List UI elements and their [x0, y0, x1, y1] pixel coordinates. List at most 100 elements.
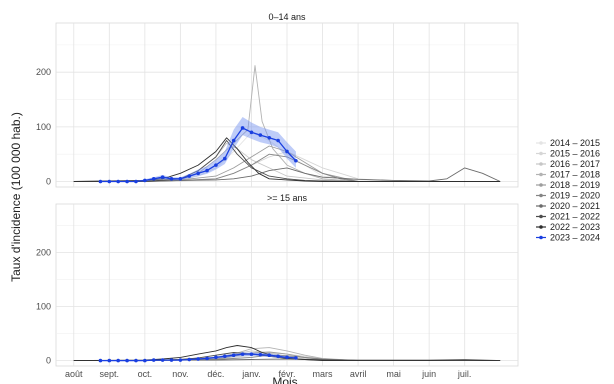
x-tick-label: déc.	[207, 369, 224, 379]
legend-item: 2021 – 2022	[536, 212, 600, 222]
data-point	[143, 358, 147, 363]
x-tick-label: mai	[386, 369, 401, 379]
data-point	[187, 174, 192, 178]
y-tick-label: 100	[36, 122, 51, 132]
data-point	[276, 354, 280, 359]
panel-2: >= 15 ans 0 100 200	[36, 191, 519, 367]
legend-key-point	[539, 141, 543, 145]
data-point	[294, 356, 298, 360]
data-point	[169, 358, 174, 362]
x-tick-label: sept.	[100, 369, 120, 379]
legend-label: 2023 – 2024	[550, 233, 600, 243]
x-tick-label: nov.	[172, 369, 188, 379]
x-tick-label: oct.	[138, 369, 153, 379]
y-axis-label: Taux d'incidence (100 000 hab.)	[9, 112, 23, 282]
legend-label: 2014 – 2015	[550, 138, 600, 148]
data-point	[214, 355, 218, 360]
data-point	[107, 358, 112, 363]
data-point	[258, 352, 263, 357]
x-tick-label: janv.	[241, 369, 260, 379]
legend-item: 2017 – 2018	[536, 170, 600, 180]
data-point	[169, 177, 174, 181]
legend-label: 2022 – 2023	[550, 222, 600, 232]
y-tick-label: 0	[46, 177, 51, 187]
data-point	[267, 136, 272, 140]
data-point	[151, 358, 156, 362]
series-line	[73, 151, 394, 182]
data-point	[125, 358, 129, 363]
legend-label: 2017 – 2018	[550, 170, 600, 180]
data-point	[98, 179, 103, 184]
legend-label: 2019 – 2020	[550, 191, 600, 201]
data-point	[294, 158, 298, 163]
series-2020-2021	[73, 167, 501, 182]
data-point	[134, 358, 138, 363]
y-tick-label: 200	[36, 67, 51, 77]
data-point	[205, 168, 209, 173]
confidence-band	[100, 117, 296, 182]
series-line	[73, 345, 501, 362]
legend-key-point	[539, 172, 543, 177]
legend-key-point	[539, 183, 543, 187]
data-point	[240, 126, 245, 130]
legend-item: 2020 – 2021	[536, 201, 600, 211]
legend-label: 2015 – 2016	[550, 149, 600, 159]
legend-key-point	[539, 151, 543, 156]
series-2015-2016	[73, 151, 394, 182]
data-point	[187, 357, 192, 362]
data-point	[249, 130, 254, 135]
data-point	[178, 358, 183, 362]
legend-key-point	[539, 193, 543, 198]
panel-1: 0–14 ans 0 100 200	[36, 10, 519, 188]
data-point	[285, 149, 289, 154]
legend-item: 2023 – 2024	[536, 233, 600, 243]
panel-title: 0–14 ans	[268, 12, 306, 22]
x-axis-label: Mois	[272, 375, 297, 384]
data-point	[178, 177, 183, 181]
legend-label: 2020 – 2021	[550, 201, 600, 211]
series-line	[73, 145, 359, 182]
data-point	[196, 357, 200, 361]
legend-key-point	[539, 235, 543, 240]
legend-item: 2015 – 2016	[536, 149, 600, 159]
series-2023-2024	[98, 117, 298, 184]
panels: 0–14 ans 0 100 200 >= 15 ans 0 100 200	[36, 10, 519, 367]
x-tick-label: avril	[350, 369, 367, 379]
series-2022-2023	[73, 137, 501, 182]
legend-label: 2021 – 2022	[550, 212, 600, 222]
data-point	[223, 156, 227, 161]
data-point	[285, 355, 289, 360]
legend-item: 2019 – 2020	[536, 191, 600, 201]
series-2022-2023	[73, 345, 501, 362]
x-tick-labels: août sept. oct. nov. déc. janv. févr. mars avril…	[65, 369, 471, 379]
data-point	[116, 358, 120, 363]
x-tick-label: juin	[421, 369, 436, 379]
series-2023-2024	[98, 352, 298, 363]
x-tick-label: févr.	[278, 369, 295, 379]
x-tick-label: août	[65, 369, 83, 379]
data-point	[160, 358, 165, 362]
data-point	[267, 353, 272, 358]
x-tick-label: juil.	[457, 369, 472, 379]
legend-key-point	[539, 204, 543, 208]
data-point	[125, 179, 129, 184]
legend-item: 2014 – 2015	[536, 138, 600, 148]
legend-label: 2016 – 2017	[550, 159, 600, 169]
data-point	[143, 178, 147, 183]
legend-key-point	[539, 225, 543, 229]
panel-title: >= 15 ans	[267, 193, 308, 203]
data-point	[214, 163, 218, 167]
data-point	[151, 177, 156, 181]
data-point	[231, 138, 236, 143]
data-point	[276, 138, 280, 143]
data-point	[223, 354, 227, 359]
data-point	[98, 358, 103, 363]
y-tick-label: 0	[46, 356, 51, 366]
data-point	[107, 179, 112, 184]
data-point	[231, 353, 236, 358]
data-point	[196, 171, 200, 176]
data-point	[160, 175, 165, 179]
legend-key-point	[539, 214, 543, 219]
